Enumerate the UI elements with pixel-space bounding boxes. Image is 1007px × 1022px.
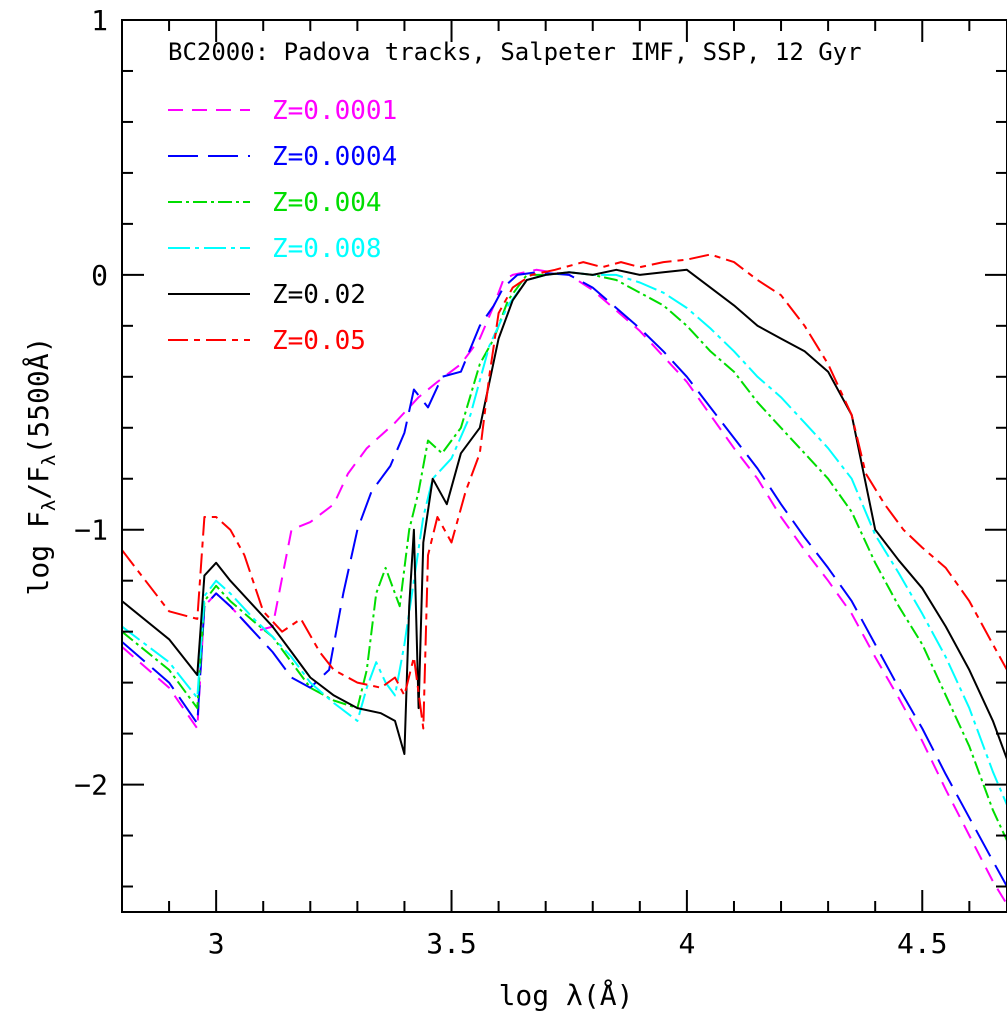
series-line bbox=[121, 271, 1007, 887]
series-line bbox=[121, 268, 1007, 905]
legend-label: Z=0.0004 bbox=[272, 142, 397, 172]
legend-label: Z=0.02 bbox=[272, 280, 366, 310]
x-tick-label: 4 bbox=[678, 927, 695, 960]
x-tick-label: 3.5 bbox=[426, 927, 477, 960]
tick-layer: 3 3.5 4 4.5 1 0 −1 −2 bbox=[74, 4, 1007, 960]
y-tick-label: 1 bbox=[91, 4, 108, 37]
series-layer bbox=[121, 253, 1007, 905]
series-line bbox=[121, 271, 1007, 842]
y-axis-label: log Fλ/Fλ(5500Å) bbox=[21, 337, 60, 596]
y-axis-label-part: (5500Å) bbox=[21, 337, 55, 455]
legend: Z=0.0001 Z=0.0004 Z=0.004 Z=0.008 Z=0.02 Z=0.… bbox=[168, 96, 397, 356]
legend-label: Z=0.05 bbox=[272, 326, 366, 356]
y-axis-label-subscript: λ bbox=[38, 455, 60, 466]
x-axis-label: log λ(Å) bbox=[499, 978, 634, 1012]
y-axis-label-part: /F bbox=[22, 466, 55, 500]
x-tick-label: 3 bbox=[208, 927, 225, 960]
chart-title: BC2000: Padova tracks, Salpeter IMF, SSP… bbox=[168, 38, 862, 66]
series-line bbox=[121, 253, 1007, 730]
y-tick-label: 0 bbox=[91, 259, 108, 292]
plot-frame bbox=[121, 19, 1007, 913]
y-axis-label-part: log F bbox=[22, 511, 55, 595]
legend-label: Z=0.008 bbox=[272, 234, 382, 264]
y-tick-label: −1 bbox=[74, 514, 108, 547]
series-line bbox=[121, 271, 1007, 806]
series-line bbox=[121, 268, 1007, 760]
legend-label: Z=0.004 bbox=[272, 188, 382, 218]
x-tick-label: 4.5 bbox=[897, 927, 948, 960]
y-tick-label: −2 bbox=[74, 769, 108, 802]
y-axis-label-subscript: λ bbox=[38, 500, 60, 511]
legend-label: Z=0.0001 bbox=[272, 96, 397, 126]
